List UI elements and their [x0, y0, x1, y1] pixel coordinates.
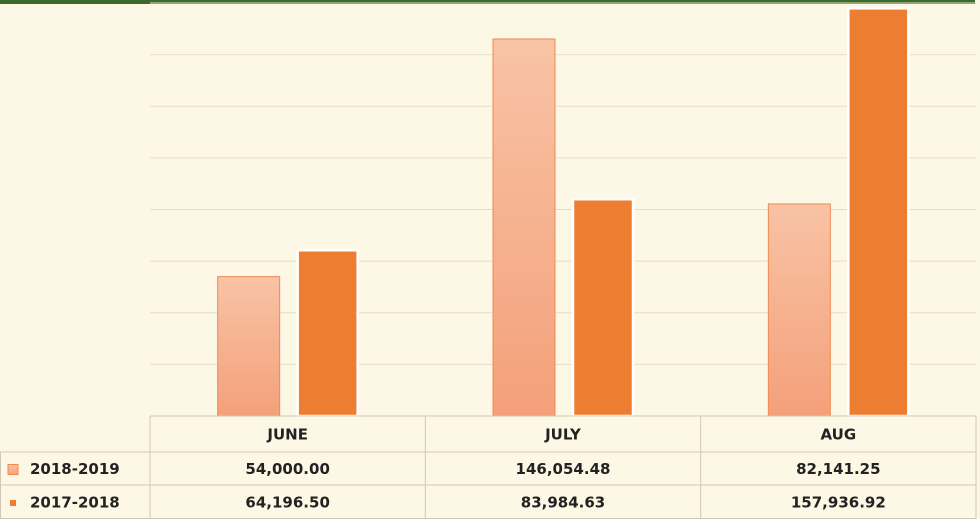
data-label: 83,984.63: [521, 494, 605, 512]
bar: [492, 38, 556, 417]
data-label: 82,141.25: [796, 460, 880, 478]
bar: [767, 203, 831, 417]
data-label: 157,936.92: [791, 494, 886, 512]
legend-label: 2017-2018: [30, 494, 120, 512]
bar: [296, 249, 359, 418]
x-tick-label: JUNE: [266, 426, 308, 444]
bar: [571, 197, 635, 418]
x-tick-label: AUG: [821, 426, 857, 444]
legend-swatch: [10, 500, 16, 506]
data-label: 54,000.00: [245, 460, 329, 478]
legend-label: 2018-2019: [30, 460, 120, 478]
x-tick-label: JULY: [544, 426, 582, 444]
bar: [847, 7, 910, 418]
header-strip: [0, 0, 975, 4]
legend-swatch: [7, 464, 19, 475]
bar: [217, 276, 281, 417]
data-label: 146,054.48: [516, 460, 611, 478]
data-label: 64,196.50: [245, 494, 329, 512]
